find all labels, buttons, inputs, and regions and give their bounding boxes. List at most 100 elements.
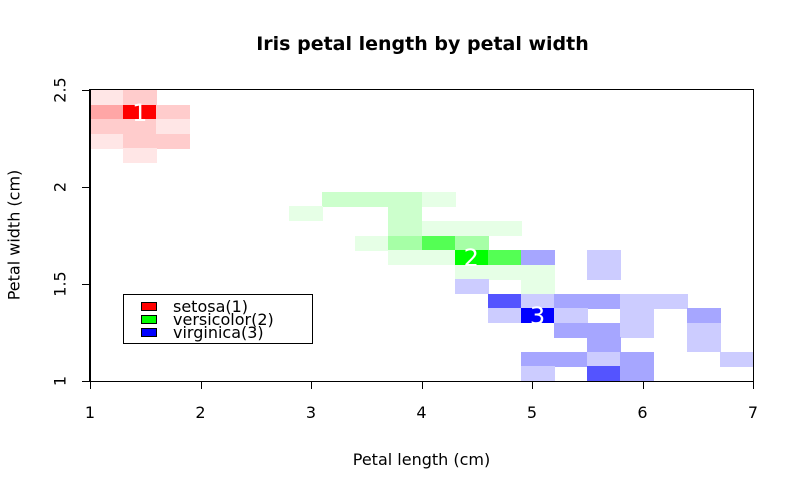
x-tick-label: 7 (747, 403, 759, 422)
heatmap-cell-virginica (719, 351, 754, 367)
heatmap-cell-virginica (520, 250, 555, 266)
legend: setosa(1) versicolor(2) virginica(3) (123, 294, 313, 344)
heatmap-cell-setosa (123, 104, 158, 120)
heatmap-cell-versicolor (487, 220, 522, 236)
y-axis-line (90, 90, 92, 381)
x-axis-label: Petal length (cm) (352, 450, 491, 469)
cluster-label-setosa: 1 (132, 98, 148, 127)
y-tick (82, 284, 90, 286)
heatmap-cell-versicolor (388, 206, 423, 222)
heatmap-cell-setosa (90, 104, 124, 120)
heatmap-cell-versicolor (421, 220, 456, 236)
y-tick (82, 187, 90, 189)
cluster-label-versicolor: 2 (463, 244, 479, 273)
y-axis-label: Petal width (cm) (4, 169, 24, 301)
plot-area: 1 2 3 (90, 90, 754, 382)
legend-item-versicolor: versicolor(2) (141, 310, 274, 329)
heatmap-cell-virginica (454, 279, 489, 295)
x-tick-label: 1 (84, 403, 96, 422)
heatmap-cell-virginica (620, 366, 655, 382)
heatmap-cell-versicolor (454, 220, 489, 236)
x-tick-label: 4 (416, 403, 427, 422)
legend-item-setosa: setosa(1) (141, 297, 249, 316)
heatmap-cell-virginica (686, 337, 721, 353)
heatmap-cell-versicolor (322, 191, 357, 207)
heatmap-cell-virginica (554, 322, 589, 338)
heatmap-cell-virginica (487, 293, 522, 309)
x-tick-label: 2 (195, 403, 206, 422)
y-tick-label: 1.5 (50, 271, 70, 297)
heatmap-cell-virginica (620, 351, 655, 367)
x-tick-label: 6 (637, 403, 648, 422)
y-tick (82, 90, 90, 92)
heatmap-cell-virginica (686, 308, 721, 324)
heatmap-cell-versicolor (520, 264, 555, 280)
heatmap-cell-virginica (587, 351, 622, 367)
heatmap-cell-setosa (156, 104, 191, 120)
heatmap-cell-versicolor (520, 279, 555, 295)
chart-title: Iris petal length by petal width (256, 33, 589, 55)
heatmap-cell-setosa (90, 133, 124, 149)
x-tick-label: 3 (305, 403, 317, 422)
legend-swatch-virginica (141, 328, 157, 337)
heatmap-cell-virginica (587, 250, 622, 266)
x-tick (642, 381, 644, 389)
heatmap-cell-setosa (90, 90, 124, 105)
heatmap-cell-versicolor (355, 191, 390, 207)
x-tick (311, 381, 313, 389)
y-tick-label: 2.5 (50, 77, 70, 103)
x-tick (90, 381, 92, 389)
heatmap-cell-setosa (123, 148, 158, 164)
heatmap-cell-virginica (620, 322, 655, 338)
heatmap-cell-virginica (520, 293, 555, 309)
x-tick (753, 381, 755, 389)
heatmap-cell-versicolor (388, 191, 423, 207)
heatmap-cell-versicolor (454, 264, 489, 280)
heatmap-cell-virginica (587, 366, 622, 382)
heatmap-cell-virginica (554, 308, 589, 324)
x-tick-label: 5 (526, 403, 538, 422)
heatmap-cell-virginica (520, 351, 555, 367)
y-tick (82, 381, 90, 383)
heatmap-cell-versicolor (388, 235, 423, 251)
heatmap-cell-setosa (90, 119, 124, 135)
heatmap-cell-virginica (620, 308, 655, 324)
x-tick (200, 381, 202, 389)
heatmap-cell-virginica (587, 264, 622, 280)
heatmap-cell-virginica (587, 293, 622, 309)
heatmap-cell-versicolor (421, 250, 456, 266)
heatmap-cell-virginica (554, 293, 589, 309)
y-tick-label: 1 (50, 375, 70, 387)
heatmap-cell-setosa (123, 119, 158, 135)
heatmap-cell-virginica (554, 351, 589, 367)
heatmap-cell-versicolor (454, 235, 489, 251)
heatmap-cell-versicolor (421, 235, 456, 251)
heatmap-cell-virginica (487, 308, 522, 324)
y-tick-label: 2 (50, 181, 70, 193)
heatmap-cell-virginica (520, 308, 555, 324)
legend-label-versicolor: versicolor(2) (173, 310, 274, 329)
heatmap-cell-versicolor (487, 250, 522, 266)
heatmap-cell-virginica (686, 322, 721, 338)
legend-swatch-setosa (141, 302, 157, 311)
heatmap-cell-virginica (520, 366, 555, 382)
cluster-label-virginica: 3 (529, 302, 546, 331)
legend-label-virginica: virginica(3) (173, 323, 264, 342)
heatmap-cell-versicolor (388, 220, 423, 236)
heatmap-cell-virginica (653, 293, 688, 309)
heatmap-cell-versicolor (454, 250, 489, 266)
heatmap-cell-setosa (156, 133, 191, 149)
legend-swatch-versicolor (141, 315, 157, 324)
heatmap-cell-versicolor (421, 191, 456, 207)
x-tick (532, 381, 534, 389)
heatmap-cell-virginica (587, 337, 622, 353)
heatmap-cell-virginica (620, 293, 655, 309)
heatmap-cell-versicolor (355, 235, 390, 251)
legend-item-virginica: virginica(3) (141, 323, 264, 342)
heatmap-cell-setosa (123, 133, 158, 149)
heatmap-cell-virginica (587, 322, 622, 338)
heatmap-cell-versicolor (388, 250, 423, 266)
heatmap-cell-versicolor (288, 206, 323, 222)
legend-label-setosa: setosa(1) (173, 297, 249, 316)
heatmap-cell-versicolor (487, 264, 522, 280)
